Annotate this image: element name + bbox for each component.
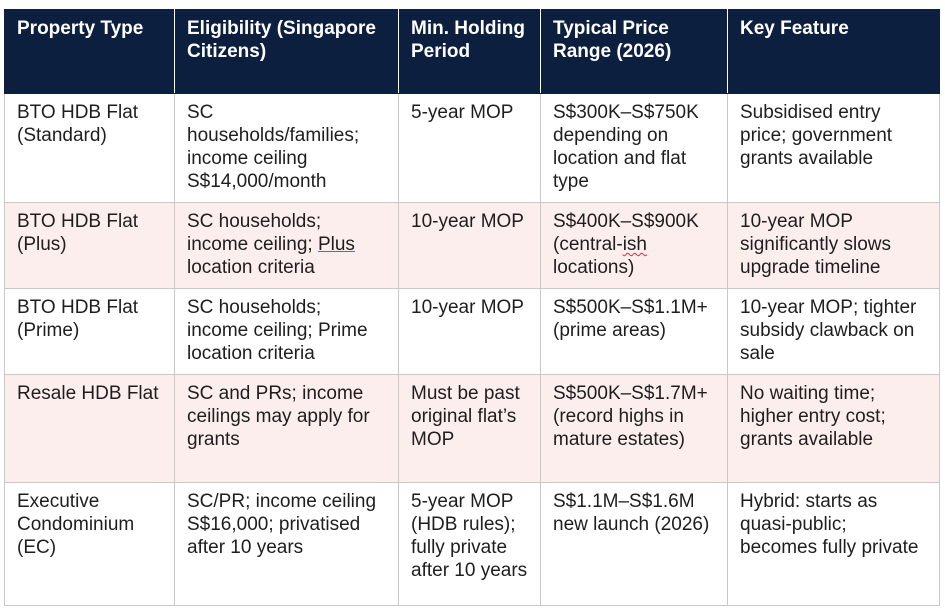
cell-eligibility: SC households; income ceiling; Prime loc… <box>174 288 399 375</box>
price-text-part: locations) <box>553 257 635 278</box>
cell-price-range: S$300K–S$750K depending on location and … <box>540 93 728 203</box>
cell-key-feature: 10-year MOP significantly slows upgrade … <box>727 202 940 289</box>
header-eligibility: Eligibility (Singapore Citizens) <box>174 9 399 94</box>
cell-holding-period: 5-year MOP (HDB rules); fully private af… <box>398 482 541 606</box>
cell-property-type: BTO HDB Flat (Plus) <box>4 202 175 289</box>
cell-holding-period: 10-year MOP <box>398 202 541 289</box>
cell-property-type: Executive Condominium (EC) <box>4 482 175 606</box>
property-comparison-table: Property Type Eligibility (Singapore Cit… <box>4 9 940 606</box>
cell-eligibility: SC and PRs; income ceilings may apply fo… <box>174 374 399 483</box>
header-price-range: Typical Price Range (2026) <box>540 9 728 94</box>
cell-property-type: Resale HDB Flat <box>4 374 175 483</box>
header-holding-period: Min. Holding Period <box>398 9 541 94</box>
cell-price-range: S$500K–S$1.1M+ (prime areas) <box>540 288 728 375</box>
cell-key-feature: Subsidised entry price; government grant… <box>727 93 940 203</box>
cell-price-range: S$400K–S$900K (central-ish locations) <box>540 202 728 289</box>
cell-price-range: S$500K–S$1.7M+ (record highs in mature e… <box>540 374 728 483</box>
table-row: BTO HDB Flat (Prime) SC households; inco… <box>4 288 940 375</box>
grammar-underlined-word: Plus <box>317 234 355 255</box>
cell-key-feature: No waiting time; higher entry cost; gran… <box>727 374 940 483</box>
cell-key-feature: 10-year MOP; tighter subsidy clawback on… <box>727 288 940 375</box>
eligibility-text-part: SC households; income ceiling; <box>187 211 322 255</box>
cell-eligibility: SC households; income ceiling; Plus loca… <box>174 202 399 289</box>
cell-key-feature: Hybrid: starts as quasi-public; becomes … <box>727 482 940 606</box>
table-row: BTO HDB Flat (Standard) SC households/fa… <box>4 93 940 203</box>
cell-holding-period: Must be past original flat’s MOP <box>398 374 541 483</box>
cell-property-type: BTO HDB Flat (Prime) <box>4 288 175 375</box>
table-row: Executive Condominium (EC) SC/PR; income… <box>4 482 940 606</box>
eligibility-text-part: location criteria <box>187 257 315 278</box>
price-text-part: S$400K–S$900K (central- <box>553 211 699 255</box>
header-property-type: Property Type <box>4 9 175 94</box>
cell-property-type: BTO HDB Flat (Standard) <box>4 93 175 203</box>
cell-eligibility: SC/PR; income ceiling S$16,000; privatis… <box>174 482 399 606</box>
cell-eligibility: SC households/families; income ceiling S… <box>174 93 399 203</box>
table-row: Resale HDB Flat SC and PRs; income ceili… <box>4 374 940 483</box>
cell-holding-period: 5-year MOP <box>398 93 541 203</box>
spellcheck-underlined-word: ish <box>622 234 647 255</box>
property-table-container: Property Type Eligibility (Singapore Cit… <box>4 9 940 606</box>
header-key-feature: Key Feature <box>727 9 940 94</box>
table-header-row: Property Type Eligibility (Singapore Cit… <box>4 9 940 94</box>
cell-holding-period: 10-year MOP <box>398 288 541 375</box>
cell-price-range: S$1.1M–S$1.6M new launch (2026) <box>540 482 728 606</box>
table-row: BTO HDB Flat (Plus) SC households; incom… <box>4 202 940 289</box>
